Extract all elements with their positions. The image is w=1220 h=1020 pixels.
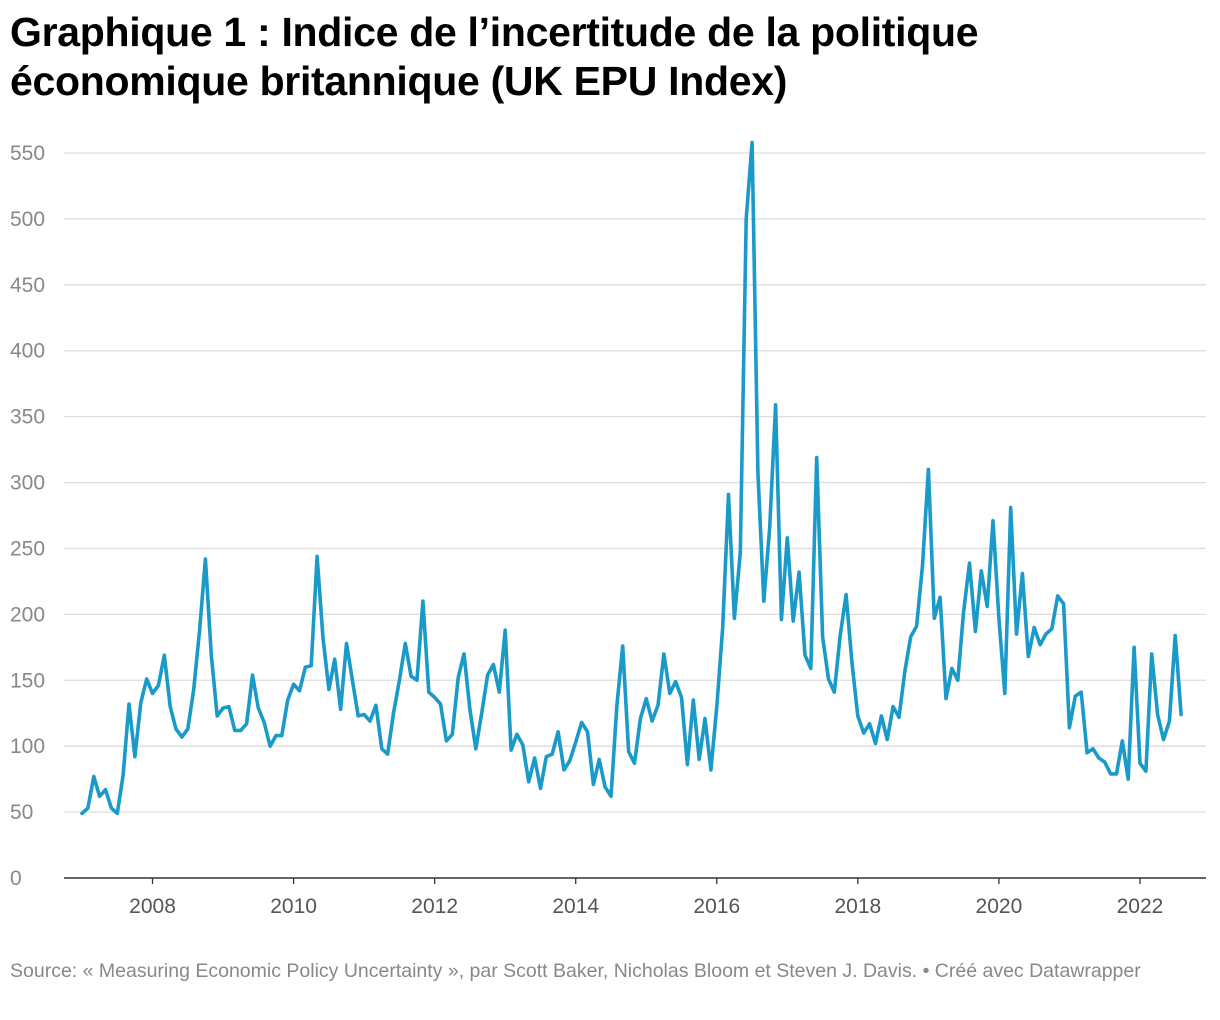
y-tick-label-500: 500 xyxy=(10,208,45,231)
gridlines xyxy=(64,152,1206,813)
x-tick-label-2016: 2016 xyxy=(693,895,740,918)
y-axis-ticks: 0 50 100 150 200 250 300 350 400 450 500 550 xyxy=(10,142,45,890)
y-tick-label-0: 0 xyxy=(10,867,22,890)
y-tick-label-200: 200 xyxy=(10,603,45,626)
y-tick-label-550: 550 xyxy=(10,142,45,165)
x-tick-label-2022: 2022 xyxy=(1117,895,1164,918)
y-tick-label-150: 150 xyxy=(10,669,45,692)
x-tick-label-2014: 2014 xyxy=(552,895,599,918)
y-tick-label-250: 250 xyxy=(10,537,45,560)
y-tick-label-450: 450 xyxy=(10,274,45,297)
y-tick-label-50: 50 xyxy=(10,801,33,824)
y-tick-label-300: 300 xyxy=(10,472,45,495)
x-tick-label-2010: 2010 xyxy=(270,895,317,918)
x-tick-label-2008: 2008 xyxy=(129,895,176,918)
y-tick-label-100: 100 xyxy=(10,735,45,758)
x-tick-label-2018: 2018 xyxy=(834,895,881,918)
chart-title: Graphique 1 : Indice de l’incertitude de… xyxy=(10,9,979,104)
source-footer: Source: « Measuring Economic Policy Unce… xyxy=(10,960,1141,982)
y-tick-label-400: 400 xyxy=(10,340,45,363)
x-tick-label-2012: 2012 xyxy=(411,895,458,918)
x-axis-ticks: 2008 2010 2012 2014 2016 2018 2020 2022 xyxy=(129,878,1163,918)
y-tick-label-350: 350 xyxy=(10,406,45,429)
x-tick-label-2020: 2020 xyxy=(976,895,1023,918)
series-line-uk-epu xyxy=(80,140,1183,816)
